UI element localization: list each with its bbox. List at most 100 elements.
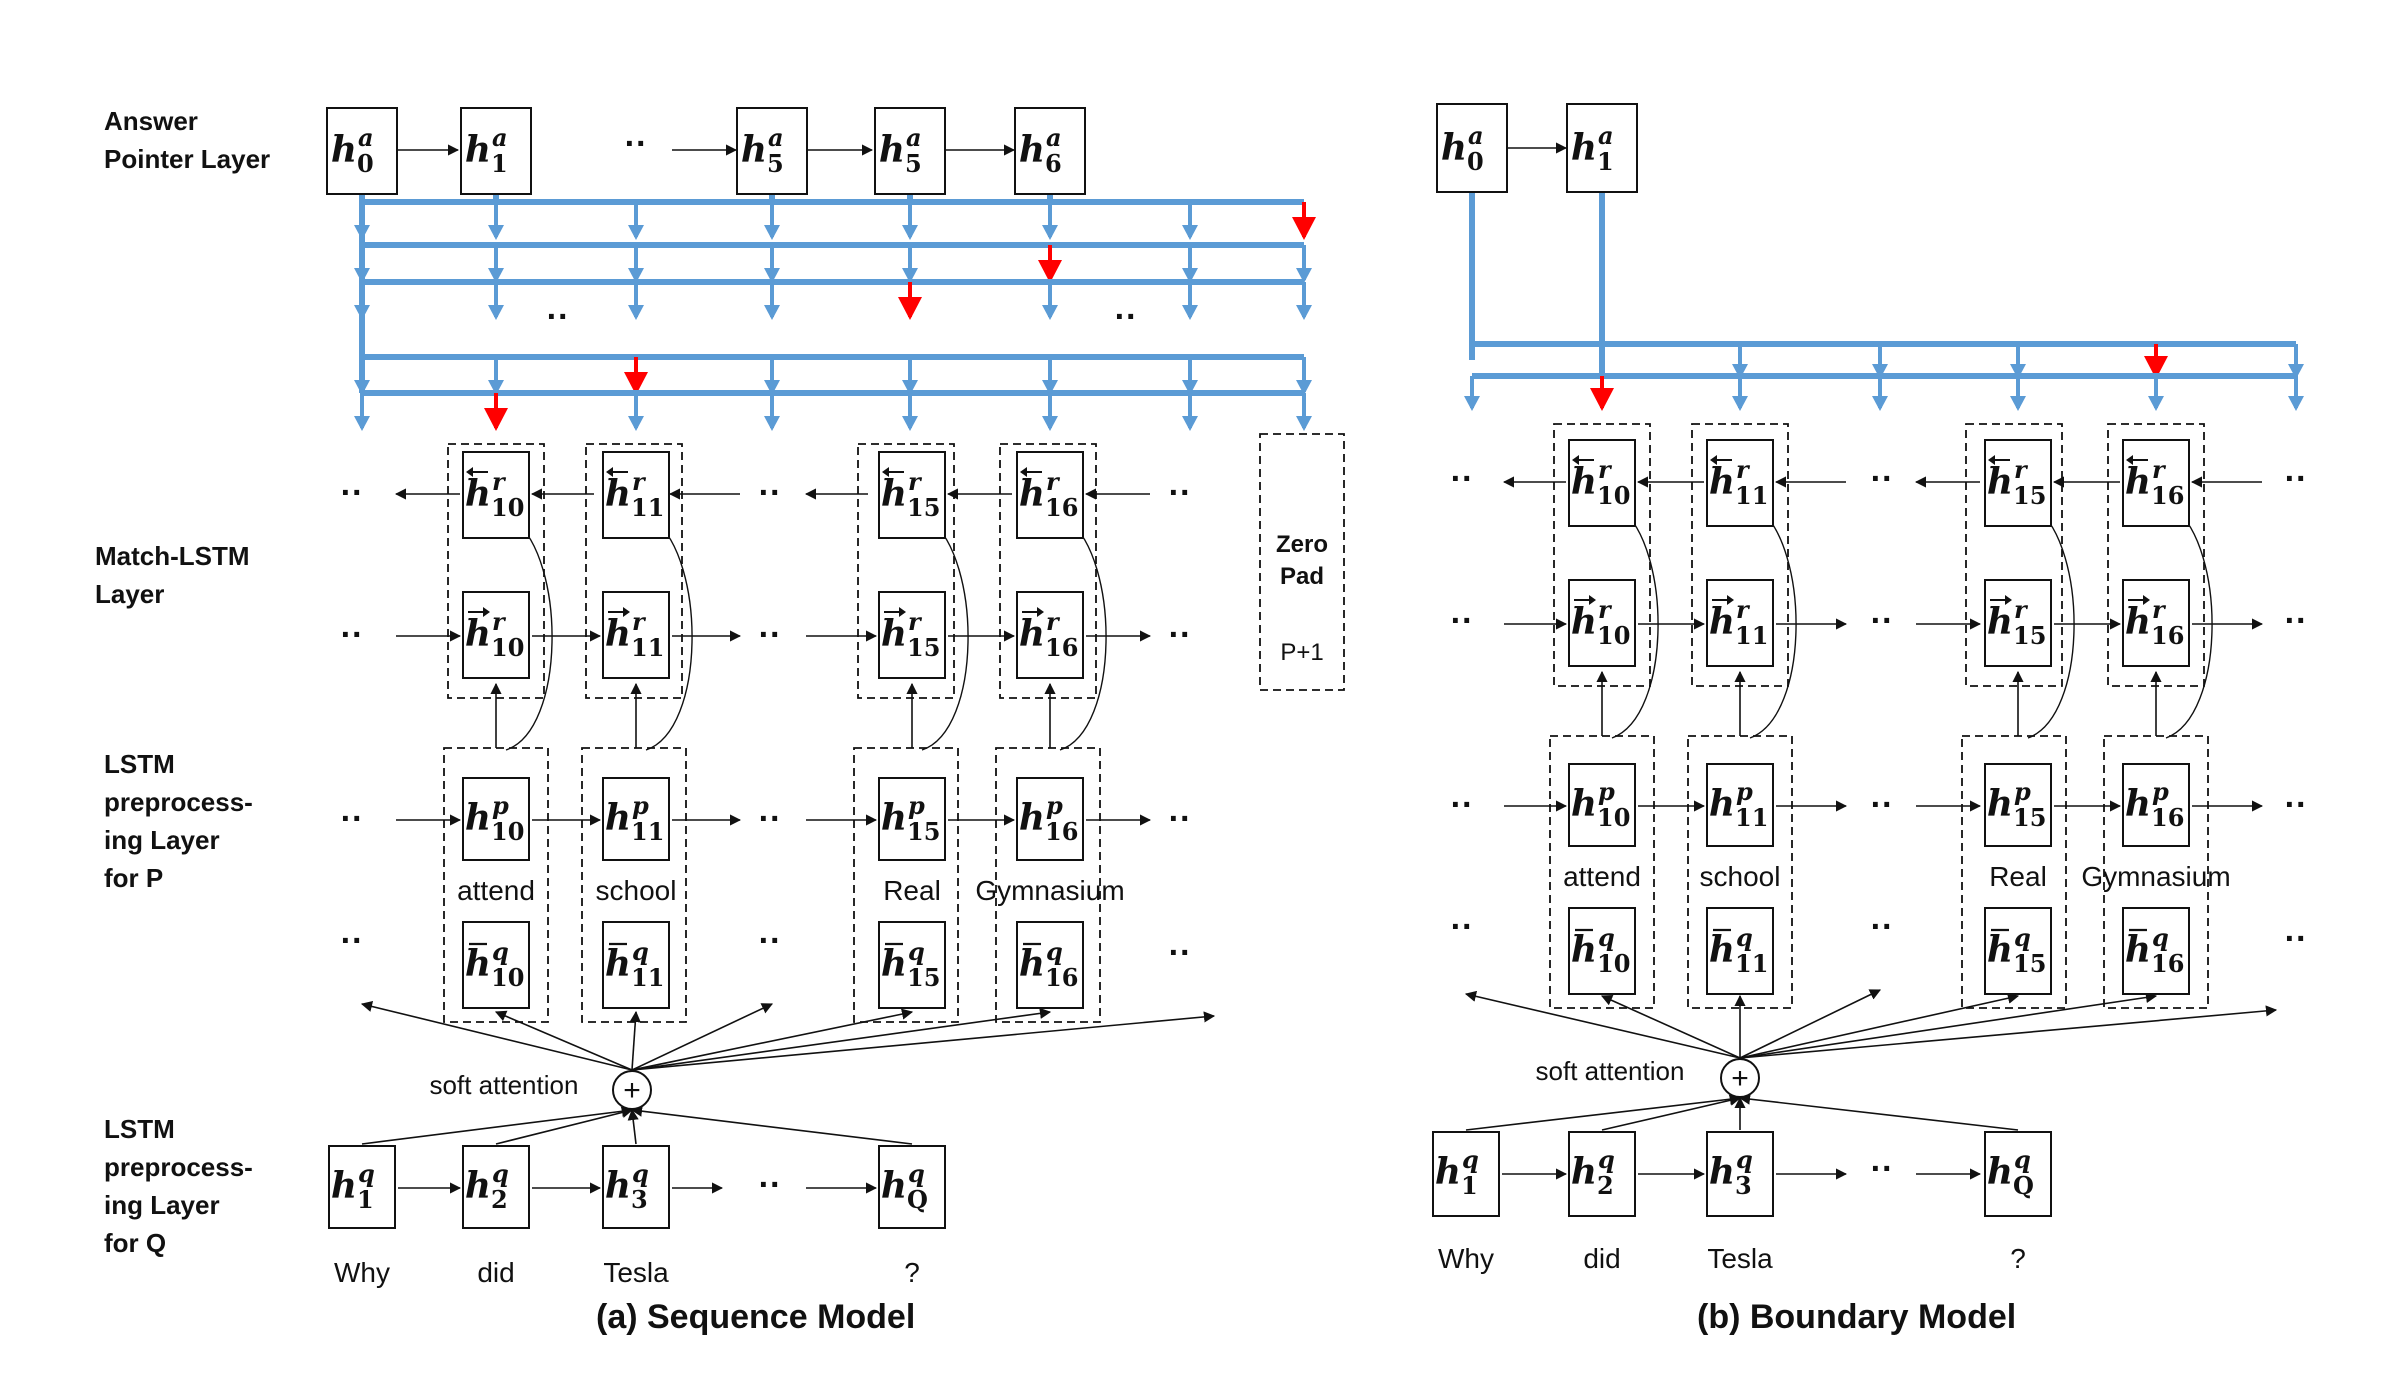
svg-text:h: h: [605, 943, 631, 985]
pointer-arrow-head: [1182, 416, 1198, 431]
forward-match-state: [1016, 591, 1084, 679]
question-state-label: h q1: [331, 1159, 375, 1214]
svg-text:q: q: [908, 937, 925, 966]
question-state-label: h q2: [1571, 1145, 1615, 1200]
attention-fan-arrow: [1739, 1005, 2278, 1059]
question-state: [1984, 1131, 2052, 1217]
answer-state-label: h a5: [879, 123, 922, 178]
answer-state-box: [1436, 103, 1508, 193]
forward-match-label: h r11: [1709, 595, 1768, 650]
backward-ellipsis: ··: [2285, 460, 2308, 498]
question-attended-label: h q16: [1019, 937, 1079, 992]
svg-text:q: q: [908, 1159, 925, 1188]
question-attended-state: [462, 921, 530, 1009]
svg-text:h: h: [741, 129, 767, 171]
svg-text:r: r: [632, 607, 647, 636]
match-lstm-layer-label: Match-LSTM Layer: [95, 541, 250, 609]
svg-text:q: q: [1046, 937, 1063, 966]
svg-text:10: 10: [491, 817, 524, 846]
svg-text:5: 5: [905, 149, 922, 178]
svg-text:11: 11: [631, 633, 664, 662]
passage-column-dashed: [1687, 735, 1793, 1009]
svg-text:a: a: [1598, 121, 1614, 150]
attention-fan-arrow: [1739, 991, 2158, 1059]
question-state: [328, 1145, 396, 1229]
question-state-label: h q2: [465, 1159, 509, 1214]
svg-text:16: 16: [1045, 493, 1078, 522]
svg-text:h: h: [331, 1165, 357, 1207]
attended-ellipsis: ··: [759, 922, 782, 960]
passage-word: school: [596, 875, 677, 906]
backward-match-state: [1568, 439, 1636, 527]
passage-state-label: h p15: [1987, 777, 2047, 832]
question-attended-label: h q16: [2125, 923, 2185, 978]
svg-text:h: h: [1987, 601, 2013, 643]
svg-text:15: 15: [2013, 803, 2046, 832]
selected-pointer-head: [1292, 217, 1316, 240]
question-state-label: h qQ: [881, 1159, 928, 1214]
question-word: Tesla: [603, 1257, 669, 1288]
curved-attention-arrow: [505, 519, 553, 751]
pointer-arrow-head: [1296, 380, 1312, 395]
question-state: [1432, 1131, 1500, 1217]
question-state: [1568, 1131, 1636, 1217]
svg-text:15: 15: [2013, 621, 2046, 650]
zero-pad-text: Zero: [1276, 531, 1328, 558]
selected-pointer-head: [624, 372, 648, 395]
pointer-arrow-head: [1872, 364, 1888, 379]
pointer-arrow-head: [1296, 268, 1312, 283]
match-column-dashed: [2107, 423, 2205, 687]
svg-text:11: 11: [631, 963, 664, 992]
svg-text:h: h: [1709, 1151, 1735, 1193]
passage-column-dashed: [581, 747, 687, 1023]
passage-state-label: h p15: [881, 791, 941, 846]
svg-text:p: p: [2152, 777, 2169, 806]
svg-text:16: 16: [2151, 481, 2184, 510]
question-attended-label: h q10: [465, 937, 525, 992]
pointer-arrow-head: [764, 268, 780, 283]
svg-text:q: q: [492, 1159, 509, 1188]
question-ellipsis: ··: [1871, 1150, 1894, 1188]
passage-ellipsis: ··: [1451, 786, 1474, 824]
svg-text:r: r: [2152, 455, 2167, 484]
question-attended-state: [602, 921, 670, 1009]
svg-text:16: 16: [1045, 963, 1078, 992]
svg-text:h: h: [881, 613, 907, 655]
passage-ellipsis: ··: [1871, 786, 1894, 824]
pointer-ellipsis: ··: [547, 298, 570, 336]
question-word: did: [1583, 1243, 1620, 1274]
pointer-arrow-head: [488, 380, 504, 395]
backward-match-state: [602, 451, 670, 539]
svg-text:h: h: [465, 613, 491, 655]
svg-text:p: p: [1598, 777, 1615, 806]
svg-text:a: a: [768, 123, 784, 152]
question-to-attention-arrow: [361, 1105, 634, 1145]
attended-ellipsis: ··: [341, 922, 364, 960]
svg-text:11: 11: [1735, 621, 1768, 650]
answer-state-label: h a1: [465, 123, 508, 178]
svg-text:a: a: [1468, 121, 1484, 150]
attended-ellipsis: ··: [1451, 908, 1474, 946]
passage-column-dashed: [995, 747, 1101, 1023]
zero-pad-index: P+1: [1280, 639, 1323, 666]
soft-attention-label: soft attention: [1536, 1056, 1685, 1086]
backward-match-label: h r11: [605, 467, 664, 522]
passage-word: Real: [1989, 861, 2047, 892]
attended-ellipsis: ··: [1871, 908, 1894, 946]
svg-text:r: r: [2014, 455, 2029, 484]
answer-state-box: [1566, 103, 1638, 193]
passage-word: school: [1700, 861, 1781, 892]
question-state-label: h q1: [1435, 1145, 1479, 1200]
svg-text:h: h: [2125, 783, 2151, 825]
svg-text:q: q: [632, 1159, 649, 1188]
svg-text:h: h: [465, 473, 491, 515]
question-ellipsis: ··: [759, 1166, 782, 1204]
svg-text:10: 10: [1597, 621, 1630, 650]
svg-text:q: q: [1736, 1145, 1753, 1174]
answer-state-label: h a6: [1019, 123, 1062, 178]
svg-text:q: q: [1598, 923, 1615, 952]
passage-ellipsis: ··: [1169, 800, 1192, 838]
svg-text:q: q: [2014, 923, 2031, 952]
question-to-attention-arrow: [1738, 1093, 2019, 1131]
answer-state-box: [1014, 107, 1086, 195]
